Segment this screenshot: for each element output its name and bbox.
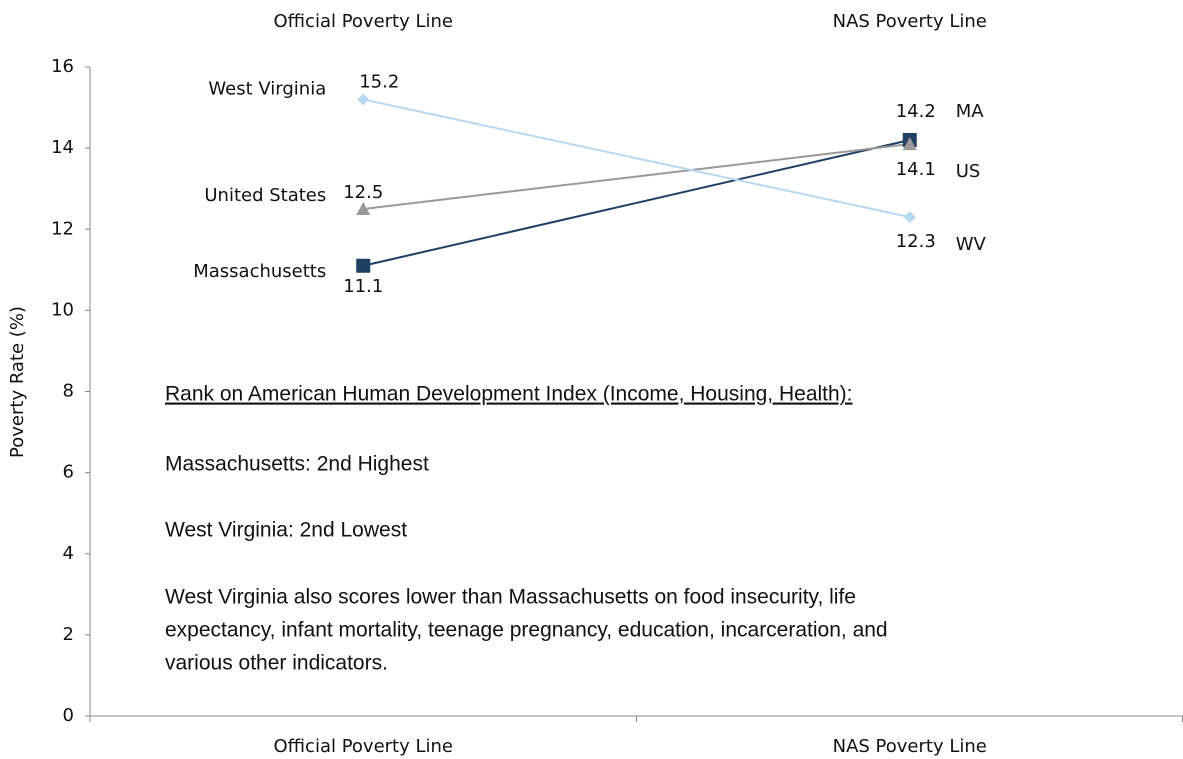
- y-tick-label: 0: [63, 705, 74, 726]
- data-label: 14.1: [896, 159, 936, 180]
- y-tick-label: 4: [63, 543, 74, 564]
- y-tick-label: 16: [51, 56, 74, 77]
- data-label: 15.2: [359, 71, 399, 92]
- y-tick-label: 10: [51, 299, 74, 320]
- annotation: West Virginia also scores lower than Mas…: [165, 586, 856, 609]
- series-line: [363, 98, 910, 219]
- marker: [356, 201, 371, 215]
- y-tick-label: 8: [63, 381, 74, 402]
- annotation-heading: Rank on American Human Development Index…: [165, 383, 853, 406]
- series-line: [363, 139, 910, 267]
- y-tick-label: 6: [63, 462, 74, 483]
- series-line: [363, 143, 910, 210]
- series-name: Massachusetts: [193, 261, 326, 282]
- marker: [356, 258, 371, 273]
- data-label: 12.5: [343, 182, 383, 203]
- series-abbr: US: [956, 161, 981, 182]
- top-category-label: Official Poverty Line: [273, 11, 453, 32]
- annotation: Massachusetts: 2nd Highest: [165, 453, 429, 476]
- data-label: 14.2: [896, 101, 936, 122]
- series-name: United States: [204, 185, 326, 206]
- marker: [902, 137, 917, 151]
- y-tick-label: 2: [63, 624, 74, 645]
- data-label: 12.3: [896, 231, 936, 252]
- top-category-label: NAS Poverty Line: [833, 11, 987, 32]
- x-tick-label: NAS Poverty Line: [833, 736, 987, 757]
- data-label: 11.1: [343, 276, 383, 297]
- annotation: expectancy, infant mortality, teenage pr…: [165, 619, 888, 642]
- series-name: West Virginia: [208, 78, 326, 99]
- x-tick-label: Official Poverty Line: [273, 736, 453, 757]
- marker: [903, 211, 916, 224]
- y-tick-label: 14: [51, 137, 74, 158]
- annotation: various other indicators.: [165, 652, 388, 675]
- y-axis-label: Poverty Rate (%): [7, 306, 28, 458]
- series-abbr: MA: [956, 101, 985, 122]
- y-tick-label: 12: [51, 218, 74, 239]
- series-abbr: WV: [956, 234, 987, 255]
- marker: [357, 93, 370, 106]
- annotation: West Virginia: 2nd Lowest: [165, 519, 407, 542]
